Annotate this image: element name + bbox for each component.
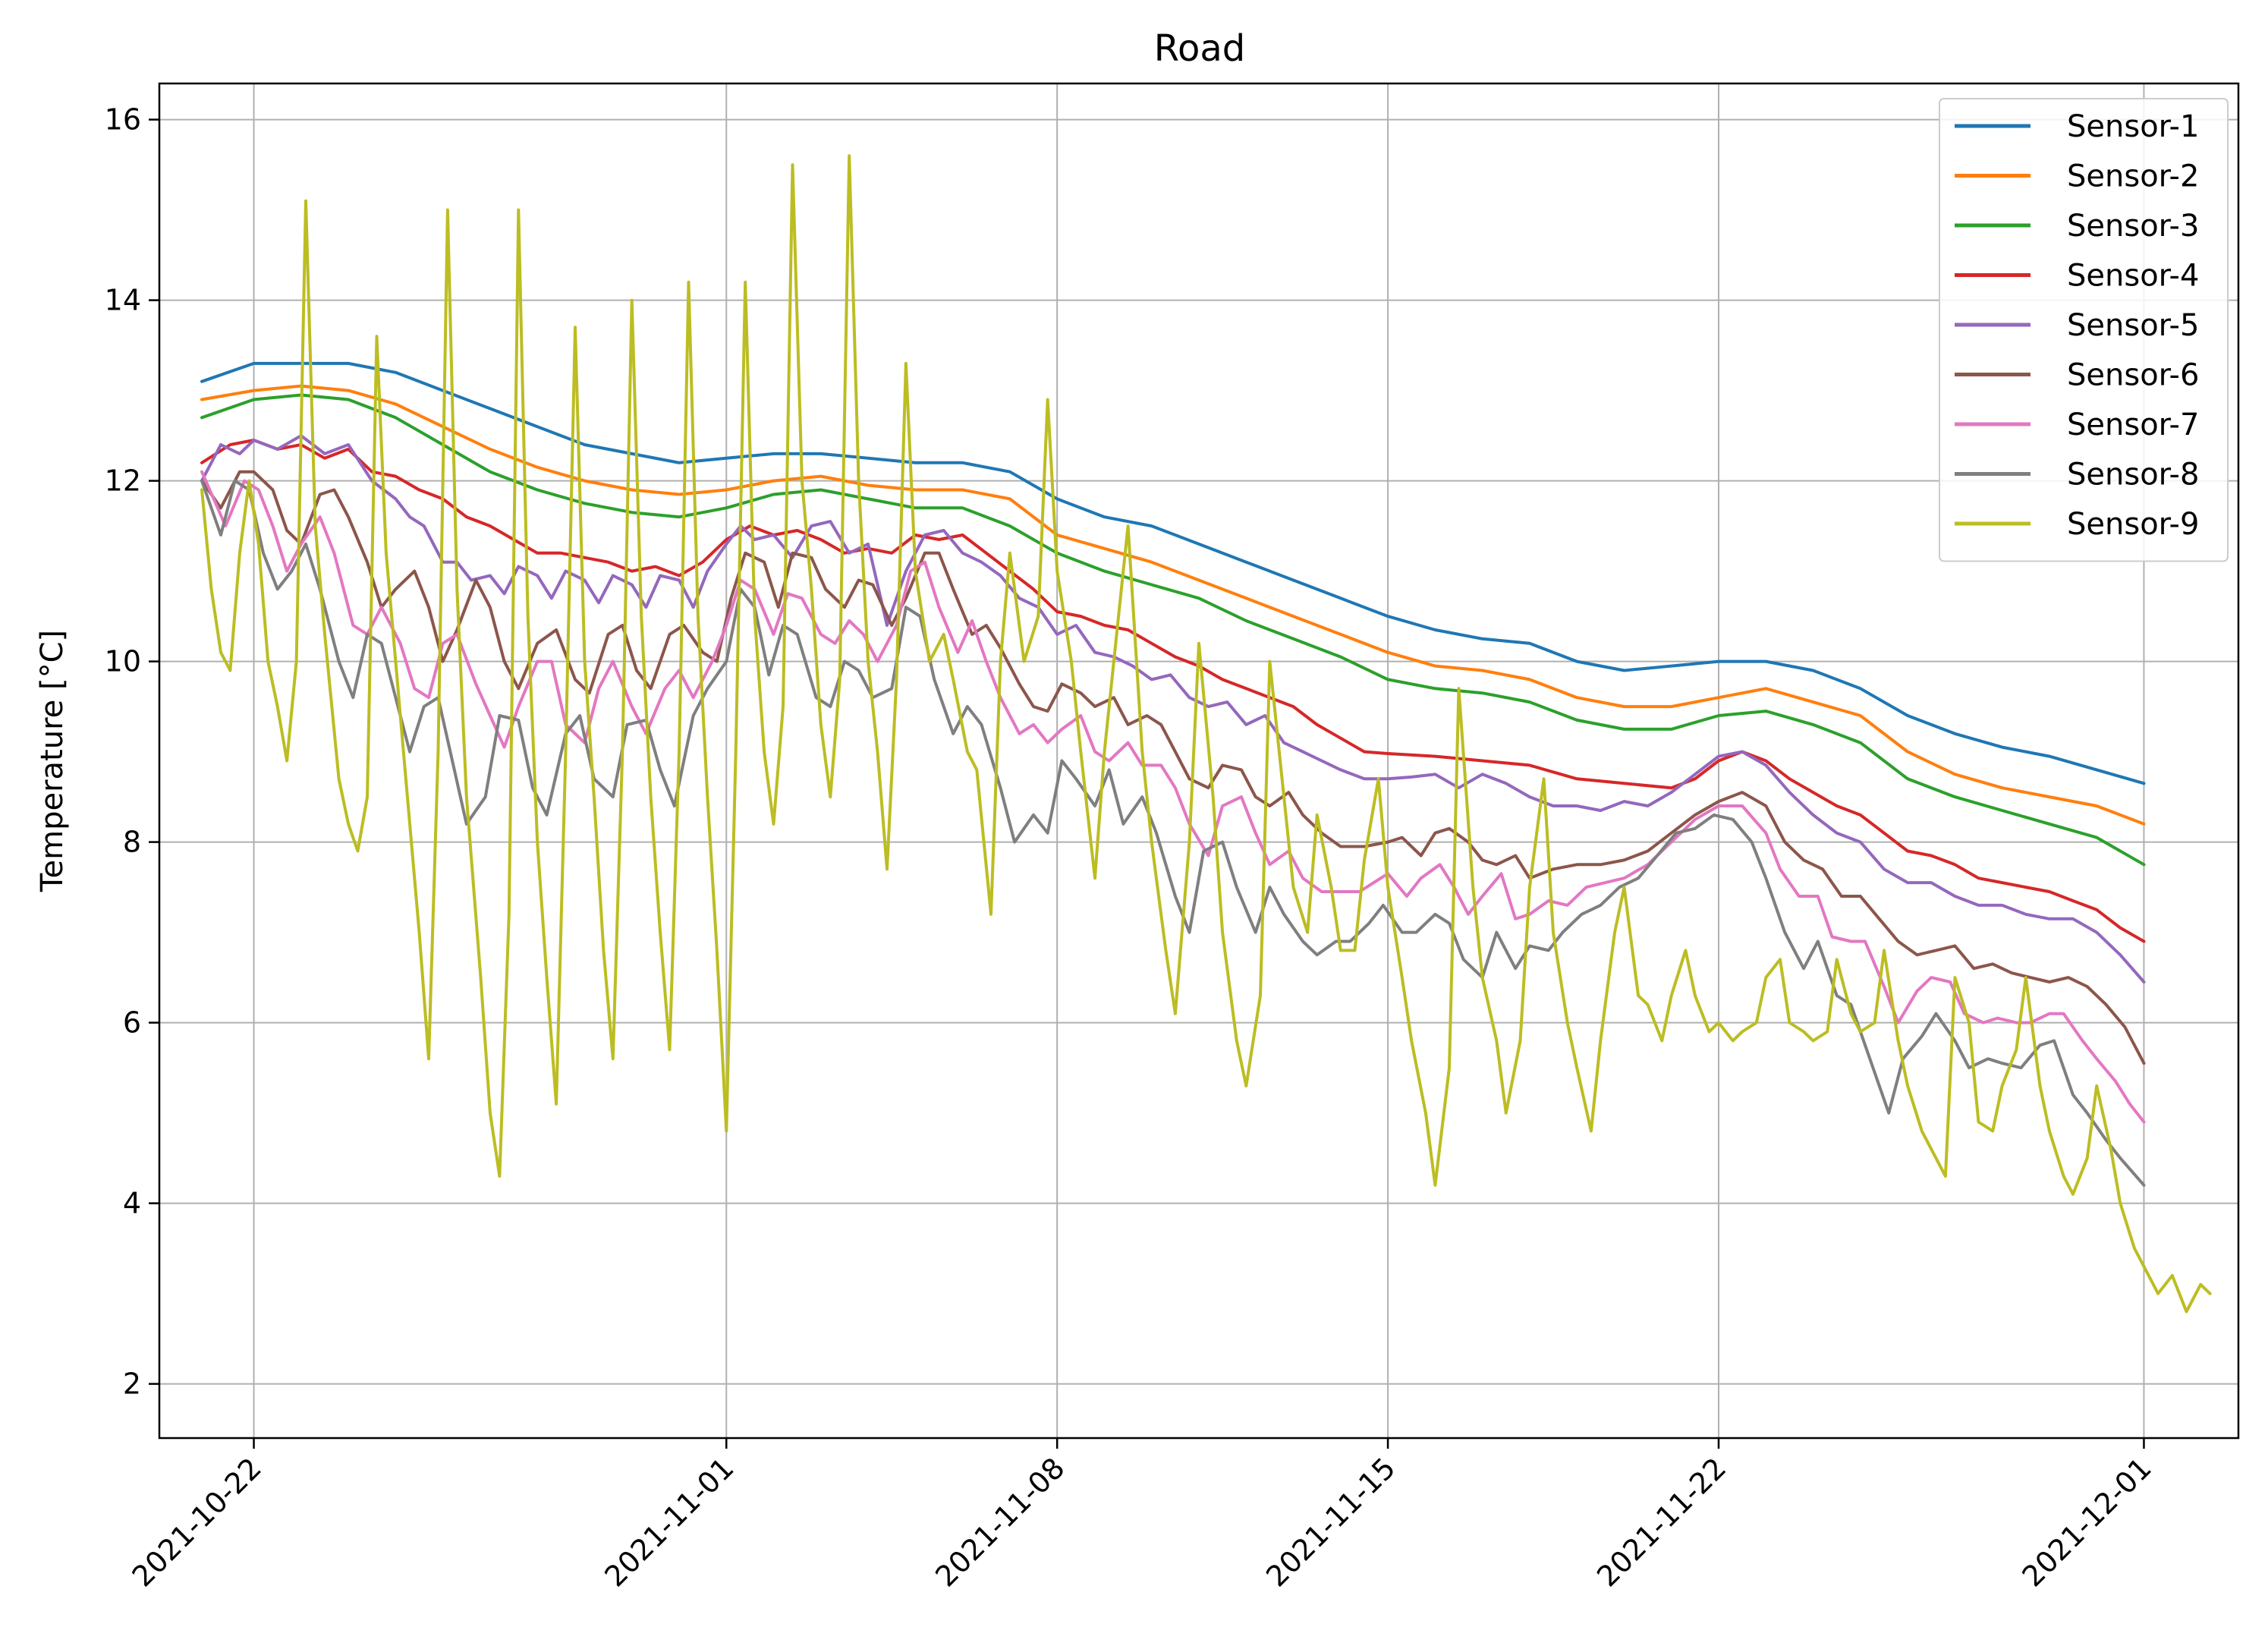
y-tick-label: 4 [123, 1187, 141, 1220]
y-tick-label: 8 [123, 826, 141, 859]
y-tick-label: 12 [105, 464, 141, 498]
legend-label: Sensor-1 [2067, 109, 2199, 144]
y-axis-label: Temperature [°C] [35, 630, 70, 892]
y-tick-label: 2 [123, 1367, 141, 1401]
series-group [200, 154, 2212, 1314]
legend-box [1939, 98, 2229, 562]
series-line-sensor-9 [200, 154, 2212, 1314]
series-line-sensor-2 [200, 384, 2146, 826]
y-tick-label: 16 [105, 103, 141, 137]
y-axis-ticks: 2 4 6 8 10 12 14 16 [105, 103, 159, 1401]
y-tick-label: 14 [105, 284, 141, 317]
series-line-sensor-4 [200, 439, 2146, 943]
legend-label: Sensor-7 [2067, 408, 2199, 442]
plot-area-frame [158, 82, 2240, 1440]
legend-label: Sensor-8 [2067, 458, 2199, 493]
series-line-sensor-6 [200, 470, 2146, 1065]
legend-label: Sensor-4 [2067, 259, 2199, 294]
y-tick-label: 10 [105, 645, 141, 678]
series-line-sensor-8 [200, 479, 2146, 1187]
y-tick-label: 6 [123, 1006, 141, 1040]
legend-label: Sensor-3 [2067, 209, 2199, 244]
chart-title: Road [1154, 27, 1245, 70]
legend: Sensor-1 Sensor-2 Sensor-3 Sensor-4 Sensor-5… [1939, 98, 2229, 562]
series-line-sensor-1 [200, 361, 2146, 785]
legend-label: Sensor-9 [2067, 507, 2199, 542]
legend-label: Sensor-6 [2067, 358, 2199, 393]
legend-label: Sensor-2 [2067, 159, 2199, 194]
series-line-sensor-3 [200, 393, 2146, 867]
legend-label: Sensor-5 [2067, 308, 2199, 343]
